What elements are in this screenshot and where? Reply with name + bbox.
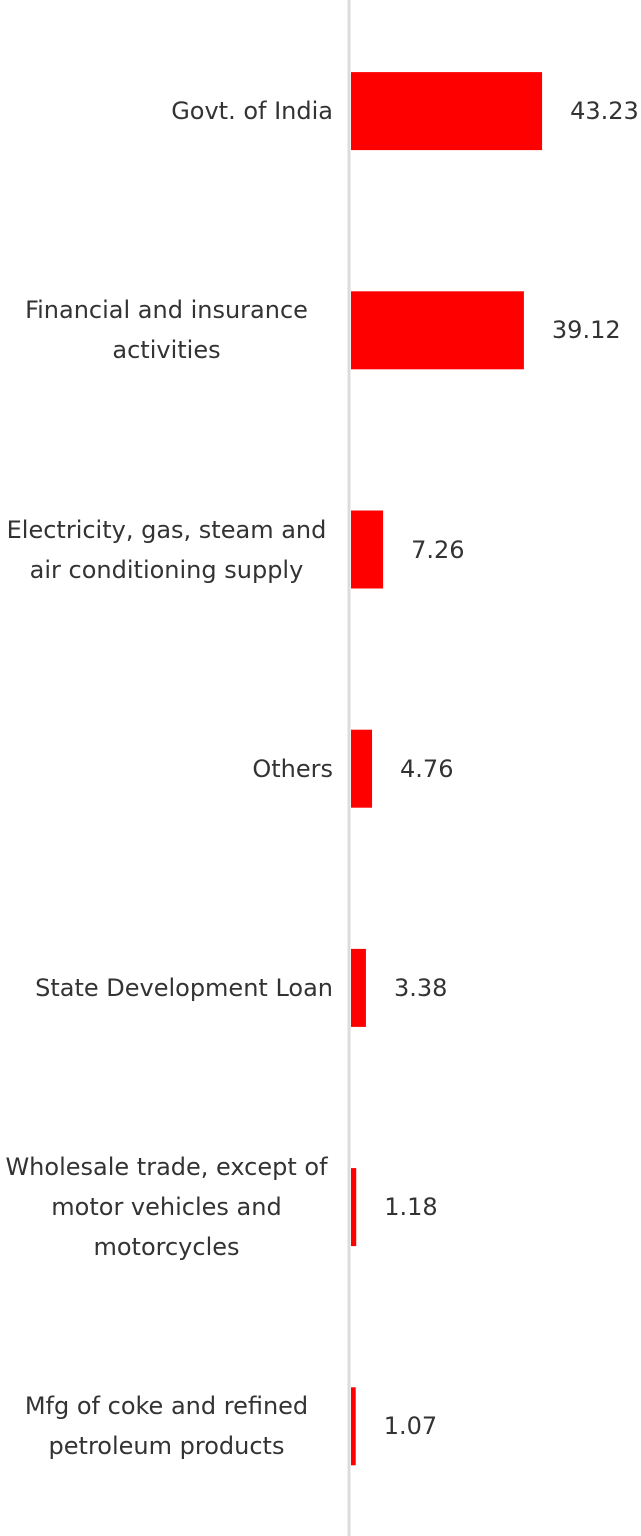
value-label: 7.26 <box>411 535 464 565</box>
value-label-text: 4.76 <box>400 754 454 783</box>
bar <box>351 1387 356 1466</box>
bar <box>351 72 543 151</box>
category-label-text: Others <box>252 754 333 783</box>
category-label: Others <box>0 749 333 789</box>
value-label: 1.18 <box>384 1192 437 1222</box>
value-label: 39.12 <box>552 315 621 345</box>
category-label-text: State Development Loan <box>35 973 333 1002</box>
category-label: Mfg of coke and refined petroleum produc… <box>0 1386 333 1466</box>
value-label: 3.38 <box>394 973 447 1003</box>
category-label-text: Mfg of coke and refined petroleum produc… <box>24 1392 309 1461</box>
bar <box>351 510 384 589</box>
value-label-text: 43.23 <box>570 97 639 126</box>
value-label-text: 1.07 <box>383 1412 438 1441</box>
category-label: Electricity, gas, steam and air conditio… <box>0 510 333 590</box>
value-label: 43.23 <box>570 96 639 126</box>
value-label-text: 3.38 <box>393 973 448 1002</box>
bar <box>351 729 373 808</box>
bar <box>351 1168 357 1247</box>
value-label-text: 1.18 <box>384 1193 438 1222</box>
category-label-text: Electricity, gas, steam and air conditio… <box>6 515 327 584</box>
category-label: Wholesale trade, except of motor vehicle… <box>0 1147 333 1267</box>
category-label-text: Govt. of India <box>171 97 333 126</box>
bar <box>351 948 366 1027</box>
category-label: Financial and insurance activities <box>0 290 333 370</box>
category-label-text: Wholesale trade, except of motor vehicle… <box>5 1153 328 1262</box>
category-label-text: Financial and insurance activities <box>25 296 308 365</box>
value-label-text: 7.26 <box>411 535 465 564</box>
value-label-text: 39.12 <box>551 316 621 345</box>
bar <box>351 291 524 370</box>
category-label: State Development Loan <box>0 968 333 1008</box>
category-label: Govt. of India <box>0 91 333 131</box>
value-label: 1.07 <box>384 1411 437 1441</box>
value-label: 4.76 <box>400 754 453 784</box>
